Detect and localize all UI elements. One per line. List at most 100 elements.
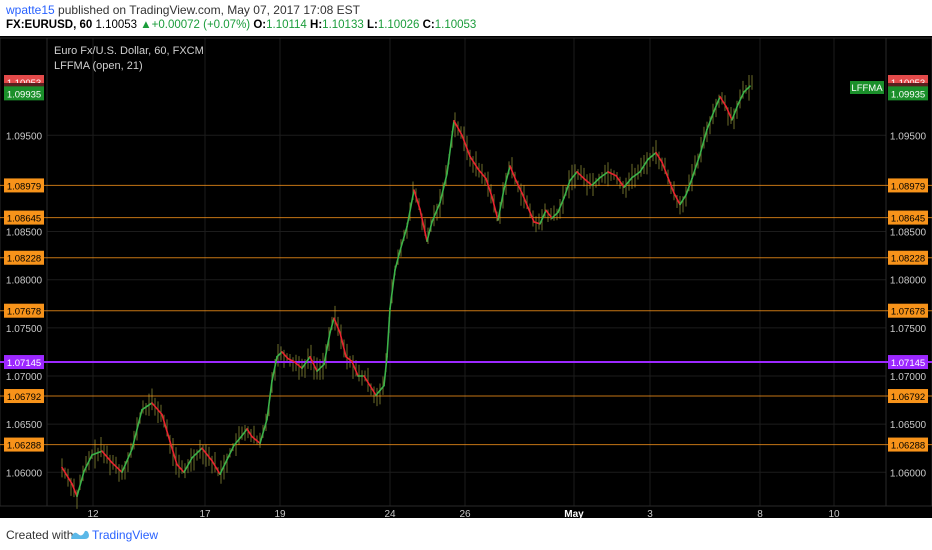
- level-label-left: 1.08645: [7, 214, 41, 225]
- ma-segment: [691, 153, 701, 180]
- time-axis: 12 17 19 24 26 May 3 8 10: [87, 509, 840, 520]
- ma-segment: [607, 171, 617, 177]
- ma-segment: [431, 201, 441, 223]
- high-label: H:: [310, 19, 323, 31]
- price-chart[interactable]: 1.08979 1.08979 1.08645 1.08645 1.08228 1.082…: [0, 36, 932, 520]
- level-label-right-bg: [888, 178, 928, 193]
- ma-segment: [329, 317, 335, 334]
- ma-segment: [276, 351, 283, 358]
- ma-segment: [615, 174, 625, 189]
- level-label-left-bg: [4, 437, 44, 452]
- level-label-left: 1.07678: [7, 307, 41, 318]
- ma-segment: [76, 470, 85, 498]
- ma-segment: [539, 209, 547, 225]
- x-tick-label: 26: [459, 509, 471, 518]
- ma-segment: [413, 189, 421, 211]
- ma-segment: [426, 221, 433, 242]
- indicator-tag-bg: [850, 81, 884, 94]
- close-label: C:: [422, 19, 435, 31]
- price-change: +0.00072 (+0.07%): [151, 19, 251, 31]
- y-tick-label-right: 1.06000: [890, 468, 927, 479]
- level-label-right-bg: [888, 437, 928, 452]
- publish-line: wpatte15 published on TradingView.com, M…: [6, 3, 360, 17]
- y-tick-label-left: 1.07500: [6, 324, 43, 335]
- grid-lines: [47, 38, 886, 506]
- y-tick-label-right: 1.06500: [890, 420, 927, 431]
- ma-segment: [679, 194, 687, 206]
- ma-segment: [226, 444, 235, 461]
- x-tick-label: 24: [384, 509, 396, 518]
- level-label-left: 1.08228: [7, 254, 41, 265]
- chart-background: [0, 36, 932, 518]
- ma-segment: [101, 450, 113, 464]
- ma-segment: [477, 168, 487, 180]
- ma-segment: [323, 331, 331, 366]
- ma-segment: [301, 355, 311, 370]
- ma-segment: [151, 402, 163, 416]
- level-label-right-bg: [888, 355, 928, 370]
- chart-canvas[interactable]: 1.08979 1.08979 1.08645 1.08645 1.08228 1.082…: [0, 36, 932, 520]
- indicator-tag: LFFMA: [851, 83, 883, 94]
- ma-segment: [485, 177, 493, 198]
- ma-segment: [259, 418, 268, 445]
- ma-segment: [545, 209, 553, 219]
- ma-segment: [389, 269, 396, 310]
- chart-header: wpatte15 published on TradingView.com, M…: [0, 0, 932, 36]
- publisher-link[interactable]: wpatte15: [6, 3, 55, 17]
- left-axis-frame: [0, 37, 48, 507]
- ma-segment: [527, 206, 535, 223]
- footer: Created with TradingView: [0, 518, 932, 550]
- ma-segment: [219, 458, 228, 476]
- ma-segment: [121, 448, 133, 474]
- ma-segment: [71, 483, 78, 498]
- level-label-right-bg: [888, 389, 928, 404]
- ma-segment: [503, 165, 511, 190]
- level-label-right-bg: [888, 303, 928, 318]
- level-label-left: 1.06792: [7, 392, 41, 403]
- ma-segment: [439, 172, 448, 204]
- ma-segment: [685, 177, 693, 196]
- x-tick-label: 17: [199, 509, 211, 518]
- tradingview-link[interactable]: TradingView: [92, 528, 159, 542]
- ma-segment: [386, 307, 391, 358]
- ma-segment: [569, 171, 578, 182]
- ma-segment: [241, 428, 248, 437]
- published-text: published on TradingView.com, May 07, 20…: [58, 3, 361, 17]
- level-label-right-bg: [888, 210, 928, 225]
- level-label-left-bg: [4, 178, 44, 193]
- level-label-left-bg: [4, 389, 44, 404]
- ma-segment: [667, 176, 675, 194]
- ma-segment: [83, 454, 93, 473]
- ma-segment: [551, 211, 559, 219]
- ma-segment: [631, 171, 641, 179]
- ma-segment: [309, 355, 318, 372]
- ma-segment: [563, 179, 571, 199]
- ma-segment: [351, 360, 359, 377]
- ma-segment: [345, 355, 353, 363]
- price-marker-left-bg: [4, 86, 44, 101]
- ma-segment: [743, 85, 751, 93]
- ma-segment: [661, 161, 669, 179]
- ma-segment: [169, 440, 178, 466]
- tradingview-logo-icon[interactable]: [70, 527, 90, 541]
- up-arrow-icon: ▲: [140, 19, 152, 31]
- ma-segment: [699, 128, 708, 156]
- ma-segment: [737, 91, 745, 106]
- ma-segment: [399, 225, 408, 252]
- ma-segment: [293, 360, 303, 370]
- ma-segment: [533, 221, 541, 225]
- ma-segment: [281, 351, 289, 360]
- ma-segment: [191, 447, 203, 459]
- right-axis-frame: [885, 37, 932, 507]
- price-axis: 1.09500 1.09500 1.08500 1.08500 1.08000 1.080…: [6, 131, 927, 479]
- ma-segment: [131, 408, 143, 450]
- ma-segment: [453, 120, 463, 137]
- ma-segment: [461, 134, 471, 158]
- level-label-right: 1.06288: [891, 441, 925, 452]
- low-value: 1.10026: [377, 19, 420, 31]
- y-tick-label-right: 1.08500: [890, 228, 927, 239]
- ma-segment: [287, 357, 295, 363]
- x-tick-label: May: [564, 509, 584, 518]
- y-tick-label-left: 1.08500: [6, 228, 43, 239]
- created-with-text: Created with: [6, 528, 74, 542]
